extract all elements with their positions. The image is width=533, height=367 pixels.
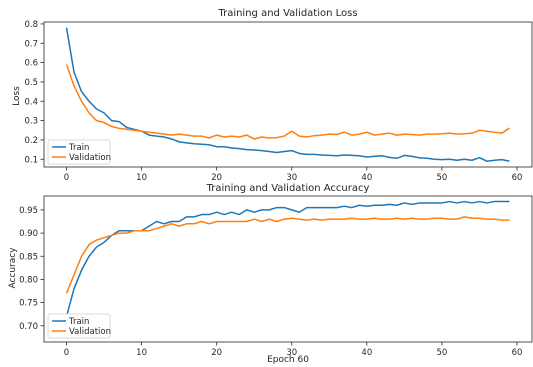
loss-legend-train-label: Train <box>68 143 89 153</box>
loss-y-tick-label: 0.6 <box>24 59 38 69</box>
accuracy-validation-line <box>65 216 510 294</box>
loss-y-tick-label: 0.3 <box>24 117 38 127</box>
loss-y-tick-label: 0.2 <box>24 136 38 146</box>
loss-x-tick-label: 50 <box>436 173 447 183</box>
accuracy-legend-box <box>47 313 111 339</box>
accuracy-y-axis-label: Accuracy <box>8 247 18 289</box>
accuracy-plot-frame <box>43 195 533 343</box>
accuracy-x-tick-label: 10 <box>136 348 147 358</box>
loss-train-line <box>65 27 510 162</box>
accuracy-x-tick-label: 20 <box>211 348 222 358</box>
loss-y-tick-label: 0.1 <box>24 155 38 165</box>
loss-y-tick-label: 0.7 <box>24 39 38 49</box>
loss-x-tick-label: 10 <box>136 173 147 183</box>
loss-series-lines <box>65 27 510 162</box>
loss-validation-line <box>65 64 510 140</box>
loss-legend: Train Validation <box>47 139 111 165</box>
loss-y-tick-label: 0.8 <box>24 20 38 30</box>
accuracy-y-tick-label: 0.75 <box>19 299 38 309</box>
accuracy-x-tick-label: 30 <box>286 348 297 358</box>
accuracy-x-tick-label: 50 <box>436 348 447 358</box>
loss-plot: Training and Validation Loss Loss 0 10 20 3… <box>12 8 533 183</box>
accuracy-legend-train-label: Train <box>68 317 89 327</box>
loss-x-tick-label: 30 <box>286 173 297 183</box>
accuracy-chart-title: Training and Validation Accuracy <box>206 183 370 194</box>
loss-x-tick-label: 60 <box>512 173 523 183</box>
loss-x-tick-label: 0 <box>64 173 69 183</box>
accuracy-x-tick-label: 40 <box>361 348 372 358</box>
loss-y-tick-label: 0.5 <box>24 78 38 88</box>
accuracy-x-axis-label: Epoch 60 <box>267 355 309 365</box>
loss-plot-frame <box>43 21 533 168</box>
accuracy-y-tick-label: 0.70 <box>19 322 38 332</box>
loss-x-tick-label: 20 <box>211 173 222 183</box>
accuracy-y-tick-label: 0.80 <box>19 275 38 285</box>
accuracy-y-tick-label: 0.95 <box>19 206 38 216</box>
loss-y-axis-label: Loss <box>12 86 22 106</box>
loss-chart-title: Training and Validation Loss <box>217 8 357 19</box>
loss-legend-box <box>47 139 111 165</box>
loss-ticks: 0 10 20 30 40 50 60 0.1 0.2 0.3 0.4 0.5 0.6 0.7 0.8 <box>24 20 522 183</box>
accuracy-series-lines <box>65 200 510 317</box>
loss-y-tick-label: 0.4 <box>24 97 38 107</box>
accuracy-legend: Train Validation <box>47 313 111 339</box>
accuracy-ticks: 0 10 20 30 40 50 60 0.70 0.75 0.80 0.85 0.90 0.95 <box>19 206 522 358</box>
accuracy-x-tick-label: 60 <box>512 348 523 358</box>
loss-x-tick-label: 40 <box>361 173 372 183</box>
accuracy-y-tick-label: 0.85 <box>19 252 38 262</box>
accuracy-plot: Training and Validation Accuracy Accurac… <box>8 183 533 365</box>
loss-legend-validation-label: Validation <box>69 153 111 163</box>
accuracy-y-tick-label: 0.90 <box>19 229 38 239</box>
accuracy-x-tick-label: 0 <box>64 348 69 358</box>
accuracy-legend-validation-label: Validation <box>69 327 111 337</box>
